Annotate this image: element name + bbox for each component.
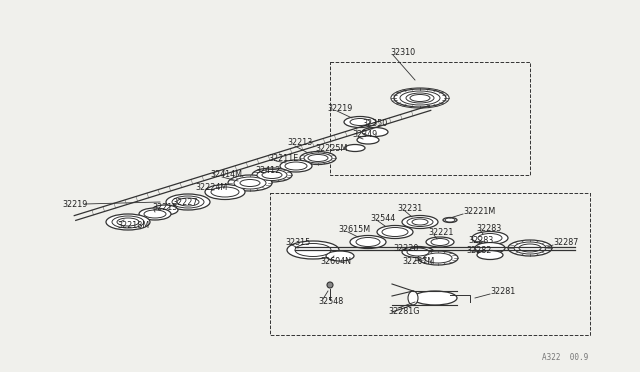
Ellipse shape bbox=[394, 89, 446, 107]
Ellipse shape bbox=[418, 251, 458, 265]
Text: 32544: 32544 bbox=[370, 214, 396, 222]
Ellipse shape bbox=[112, 216, 144, 228]
Ellipse shape bbox=[304, 153, 332, 163]
Text: 32218M: 32218M bbox=[117, 221, 149, 230]
Ellipse shape bbox=[362, 128, 388, 137]
Ellipse shape bbox=[345, 144, 365, 151]
Ellipse shape bbox=[424, 253, 452, 263]
Text: 32548: 32548 bbox=[318, 298, 343, 307]
Ellipse shape bbox=[406, 93, 434, 103]
Ellipse shape bbox=[139, 208, 171, 220]
Text: 32225M: 32225M bbox=[315, 144, 348, 153]
Text: 32220: 32220 bbox=[393, 244, 419, 253]
Ellipse shape bbox=[402, 215, 438, 228]
Ellipse shape bbox=[350, 235, 386, 248]
Text: 32412: 32412 bbox=[255, 166, 280, 174]
Text: 32350: 32350 bbox=[362, 119, 387, 128]
Ellipse shape bbox=[410, 94, 430, 102]
Ellipse shape bbox=[407, 218, 433, 227]
Text: 32604N: 32604N bbox=[320, 257, 351, 266]
Text: 32213: 32213 bbox=[287, 138, 312, 147]
Text: 32414M: 32414M bbox=[210, 170, 242, 179]
Ellipse shape bbox=[472, 231, 508, 244]
Text: 32231: 32231 bbox=[397, 203, 422, 212]
Ellipse shape bbox=[257, 170, 287, 180]
Ellipse shape bbox=[344, 116, 376, 128]
Ellipse shape bbox=[426, 237, 454, 247]
Text: 32283: 32283 bbox=[468, 235, 493, 244]
Ellipse shape bbox=[280, 160, 312, 172]
Text: 32221M: 32221M bbox=[463, 206, 495, 215]
Ellipse shape bbox=[287, 241, 339, 259]
Ellipse shape bbox=[357, 136, 379, 144]
Ellipse shape bbox=[295, 244, 331, 257]
Ellipse shape bbox=[377, 225, 413, 238]
Text: 32219: 32219 bbox=[62, 199, 88, 208]
Ellipse shape bbox=[350, 119, 370, 125]
Ellipse shape bbox=[443, 218, 457, 222]
Text: 32219: 32219 bbox=[327, 103, 353, 112]
Ellipse shape bbox=[382, 228, 408, 237]
Ellipse shape bbox=[308, 154, 328, 161]
Ellipse shape bbox=[356, 237, 380, 247]
Text: 32349: 32349 bbox=[352, 129, 377, 138]
Ellipse shape bbox=[413, 291, 457, 305]
Text: 32281: 32281 bbox=[490, 286, 515, 295]
Ellipse shape bbox=[152, 205, 178, 215]
Ellipse shape bbox=[172, 196, 204, 208]
Ellipse shape bbox=[412, 219, 428, 225]
Text: 32281G: 32281G bbox=[388, 307, 419, 315]
Ellipse shape bbox=[400, 91, 440, 105]
Text: 32224M: 32224M bbox=[195, 183, 227, 192]
Ellipse shape bbox=[117, 218, 139, 226]
Ellipse shape bbox=[326, 251, 354, 261]
Text: 32267M: 32267M bbox=[402, 257, 435, 266]
Ellipse shape bbox=[144, 210, 166, 218]
Ellipse shape bbox=[391, 88, 449, 108]
Text: 32221: 32221 bbox=[428, 228, 453, 237]
Ellipse shape bbox=[477, 250, 503, 260]
Ellipse shape bbox=[508, 240, 552, 256]
Ellipse shape bbox=[327, 282, 333, 288]
Text: A322  00.9: A322 00.9 bbox=[542, 353, 588, 362]
Ellipse shape bbox=[252, 168, 292, 182]
Ellipse shape bbox=[166, 194, 210, 210]
Ellipse shape bbox=[262, 171, 282, 179]
Text: 32287: 32287 bbox=[553, 237, 579, 247]
Text: 32211E: 32211E bbox=[268, 154, 298, 163]
Ellipse shape bbox=[300, 151, 336, 164]
Ellipse shape bbox=[408, 291, 418, 305]
Ellipse shape bbox=[285, 162, 307, 170]
Text: 32615M: 32615M bbox=[338, 224, 370, 234]
Text: 32310: 32310 bbox=[390, 48, 415, 57]
Ellipse shape bbox=[514, 242, 546, 254]
Ellipse shape bbox=[177, 198, 199, 206]
Ellipse shape bbox=[106, 214, 150, 230]
Ellipse shape bbox=[431, 238, 449, 246]
Ellipse shape bbox=[519, 244, 541, 252]
Ellipse shape bbox=[211, 187, 239, 197]
Ellipse shape bbox=[402, 247, 434, 257]
Ellipse shape bbox=[475, 243, 505, 253]
Ellipse shape bbox=[445, 218, 455, 222]
Ellipse shape bbox=[407, 248, 429, 256]
Ellipse shape bbox=[234, 177, 266, 189]
Ellipse shape bbox=[478, 234, 502, 243]
Text: 32315: 32315 bbox=[285, 237, 310, 247]
Ellipse shape bbox=[205, 185, 245, 199]
Text: 32215: 32215 bbox=[152, 202, 177, 212]
Ellipse shape bbox=[240, 180, 260, 186]
Ellipse shape bbox=[228, 175, 272, 191]
Text: 32283: 32283 bbox=[476, 224, 501, 232]
Text: 32282: 32282 bbox=[466, 246, 492, 254]
Text: 32227: 32227 bbox=[172, 198, 198, 206]
